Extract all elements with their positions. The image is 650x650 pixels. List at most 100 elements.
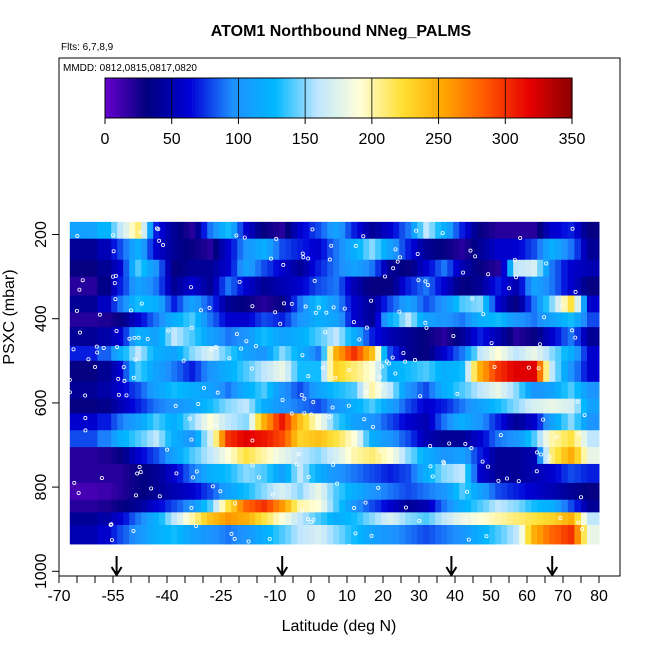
heatmap-cell [513, 295, 520, 313]
heatmap-cell [483, 381, 490, 400]
heatmap-cell [537, 276, 544, 297]
heatmap-cell [471, 327, 478, 347]
heatmap-cell [393, 221, 400, 240]
heatmap-cell [189, 238, 196, 261]
heatmap-cell [339, 482, 346, 501]
heatmap-cell [477, 346, 484, 362]
heatmap-cell [369, 447, 376, 465]
heatmap-cell [441, 447, 448, 465]
heatmap-cell [321, 447, 328, 465]
heatmap-cell [537, 430, 544, 448]
x-axis-label: Latitude (deg N) [282, 618, 397, 635]
heatmap-cell [135, 430, 142, 448]
heatmap-cell [141, 327, 148, 347]
sample-point [311, 400, 316, 405]
colorbar-segment [361, 78, 366, 118]
heatmap-cell [549, 524, 556, 545]
heatmap-cell [399, 238, 406, 261]
heatmap-cell [495, 482, 502, 501]
heatmap-cell [549, 312, 556, 328]
heatmap-cell [531, 381, 538, 400]
sample-point [116, 376, 121, 381]
sample-point [403, 505, 408, 510]
heatmap-cell [273, 327, 280, 347]
heatmap-cell [447, 295, 454, 313]
colorbar-segment [291, 78, 296, 118]
heatmap-cell [159, 524, 166, 545]
x-tick-label: 70 [554, 588, 572, 605]
heatmap-cell [429, 259, 436, 278]
heatmap-cell [243, 482, 250, 501]
colorbar-segment [458, 78, 463, 118]
colorbar-segment [525, 78, 530, 118]
heatmap-cell [561, 221, 569, 240]
heatmap-cell [357, 360, 364, 383]
heatmap-cell [369, 398, 376, 414]
sample-point [324, 310, 329, 315]
heatmap-cell [453, 430, 460, 448]
heatmap-cell [207, 482, 214, 501]
heatmap-cell [471, 463, 478, 484]
heatmap-cell [501, 430, 508, 448]
heatmap-cell [574, 238, 582, 261]
sample-point [347, 368, 352, 373]
heatmap-cell [351, 238, 358, 261]
heatmap-cell [291, 276, 298, 297]
colorbar-segment [331, 78, 336, 118]
sample-point [447, 441, 452, 446]
heatmap-cell [255, 327, 262, 347]
heatmap-cell [574, 346, 582, 362]
sample-point [303, 304, 308, 309]
heatmap-cell [297, 276, 304, 297]
heatmap-cell [279, 463, 286, 484]
heatmap-cell [531, 327, 538, 347]
heatmap-cell [555, 221, 562, 240]
heatmap-cell [123, 447, 130, 465]
heatmap-cell [459, 327, 466, 347]
heatmap-cell [303, 312, 310, 328]
heatmap-cell [531, 398, 538, 414]
heatmap-cell [273, 221, 280, 240]
sample-point [369, 533, 374, 538]
heatmap-cell [267, 346, 274, 362]
heatmap-cell [519, 482, 526, 501]
heatmap-cell [471, 276, 478, 297]
colorbar-segment [151, 78, 156, 118]
heatmap-cell [213, 259, 220, 278]
heatmap-cell [237, 327, 244, 347]
heatmap-cell [375, 360, 382, 383]
heatmap-cell [423, 413, 430, 431]
heatmap-cell [333, 447, 340, 465]
heatmap-cell [333, 276, 340, 297]
heatmap-cell [483, 295, 490, 313]
heatmap-cell [507, 259, 514, 278]
heatmap-cell [465, 524, 472, 545]
heatmap-cell [165, 259, 172, 278]
sample-point [234, 233, 239, 238]
colorbar-segment [235, 78, 240, 118]
heatmap-cell [321, 259, 328, 278]
heatmap-cell [129, 381, 136, 400]
heatmap-cell [261, 327, 268, 347]
sample-point [124, 393, 129, 398]
heatmap-cell [111, 430, 118, 448]
heatmap-cell [405, 360, 412, 383]
heatmap-cell [501, 398, 508, 414]
heatmap-cell [207, 463, 214, 484]
heatmap-cell [333, 482, 340, 501]
heatmap-cell [465, 463, 472, 484]
heatmap-cell [213, 463, 220, 484]
heatmap-cell [153, 512, 160, 526]
heatmap-cell [459, 221, 466, 240]
heatmap-cell [117, 512, 124, 526]
heatmap-cell [195, 524, 202, 545]
sample-point [229, 531, 234, 536]
heatmap-cell [507, 463, 514, 484]
heatmap-cell [111, 482, 118, 501]
colorbar-segment [208, 78, 213, 118]
heatmap-cell [249, 524, 256, 545]
heatmap-cell [581, 259, 588, 278]
heatmap-cell [243, 524, 250, 545]
heatmap-cell [513, 238, 520, 261]
colorbar-segment [415, 78, 420, 118]
